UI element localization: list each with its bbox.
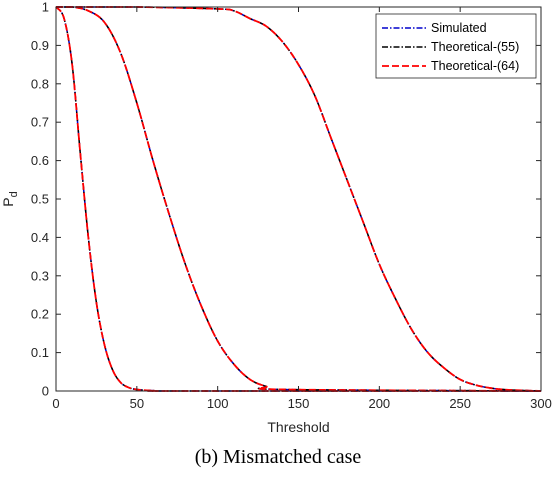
- y-tick-label: 0: [42, 384, 49, 399]
- x-tick-label: 50: [130, 396, 144, 411]
- series-line-curve-3-theoretical-64: [56, 6, 542, 392]
- y-tick-label: 0.2: [31, 307, 49, 322]
- y-tick-label: 0.8: [31, 76, 49, 91]
- ticks-layer: 0 50 100 150 200 250 300 0 0.1 0.2 0.3 0.4 0.5 0.6 0.7…: [31, 0, 552, 411]
- legend-box: [375, 13, 537, 79]
- y-tick-label: 0.3: [31, 268, 49, 283]
- x-tick-label: 200: [368, 396, 390, 411]
- y-tick-label: 0.7: [31, 115, 49, 130]
- legend-label-theoretical-64: Theoretical-(64): [431, 59, 519, 73]
- legend-label-theoretical-55: Theoretical-(55): [431, 40, 519, 54]
- series-line-curve-2-theoretical-64: [56, 6, 542, 392]
- figure-caption: (b) Mismatched case: [194, 446, 362, 468]
- y-tick-label: 1: [42, 0, 49, 15]
- x-tick-label: 0: [52, 396, 59, 411]
- x-tick-label: 300: [530, 396, 552, 411]
- x-tick-label: 100: [207, 396, 229, 411]
- y-tick-label: 0.1: [31, 345, 49, 360]
- y-axis-label: Pd: [0, 191, 20, 206]
- x-tick-label: 250: [449, 396, 471, 411]
- y-tick-label: 0.4: [31, 230, 49, 245]
- y-axis-label-sub: d: [8, 191, 20, 197]
- x-axis-label: Threshold: [267, 419, 329, 435]
- y-tick-label: 0.9: [31, 38, 49, 53]
- y-axis-label-main: P: [0, 197, 16, 206]
- x-tick-label: 150: [288, 396, 310, 411]
- y-tick-label: 0.6: [31, 153, 49, 168]
- svg-text:Pd: Pd: [0, 191, 20, 206]
- legend: Simulated Theoretical-(55) Theoretical-(…: [375, 13, 537, 79]
- y-tick-label: 0.5: [31, 192, 49, 207]
- legend-label-simulated: Simulated: [431, 21, 487, 35]
